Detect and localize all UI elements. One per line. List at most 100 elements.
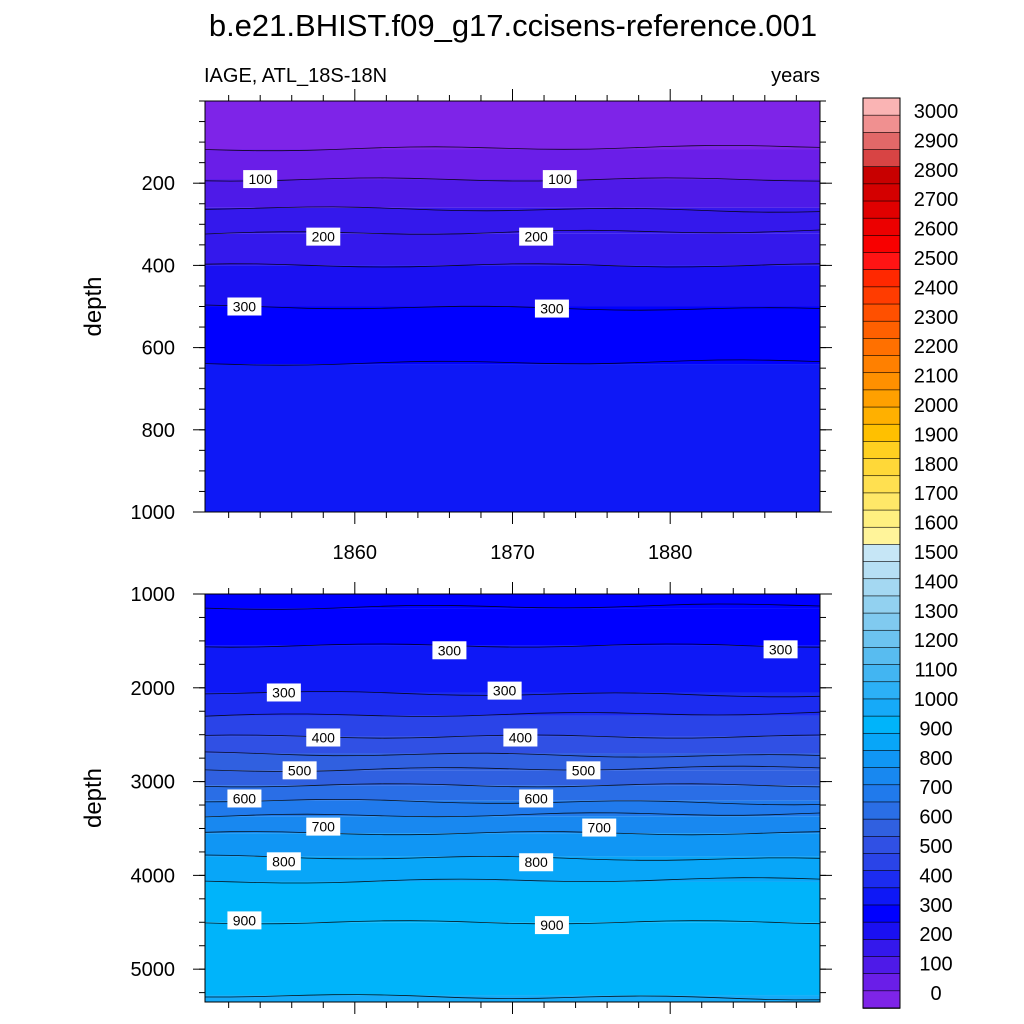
contour-band xyxy=(205,608,820,646)
contour-label: 300 xyxy=(493,683,517,699)
x-tick-label: 1880 xyxy=(648,542,693,564)
contour-label: 900 xyxy=(233,912,257,928)
colorbar-label: 2700 xyxy=(914,189,959,211)
colorbar-label: 600 xyxy=(919,807,952,829)
contour-label: 200 xyxy=(312,229,336,245)
colorbar-label: 2100 xyxy=(914,366,959,388)
contour-band xyxy=(205,594,820,609)
contour-label: 600 xyxy=(524,790,548,806)
y-tick-label: 5000 xyxy=(131,959,176,981)
colorbar-swatch xyxy=(862,801,901,820)
y-tick-label: 3000 xyxy=(131,772,176,794)
colorbar-swatch xyxy=(862,956,901,975)
colorbar-label: 800 xyxy=(919,748,952,770)
contour-line xyxy=(204,144,821,152)
y-tick-label: 1000 xyxy=(131,584,176,606)
contour-label: 100 xyxy=(249,171,273,187)
contour-band xyxy=(205,785,820,801)
colorbar-label: 100 xyxy=(919,954,952,976)
colorbar-label: 400 xyxy=(919,865,952,887)
colorbar-swatch xyxy=(862,921,901,941)
contour-label-box xyxy=(519,227,554,246)
contour-label-box xyxy=(306,227,341,246)
colorbar-swatch xyxy=(862,939,901,958)
contour-label: 300 xyxy=(540,301,564,317)
contour-band xyxy=(205,692,820,716)
contour-band xyxy=(205,770,820,786)
colorbar-swatch xyxy=(862,544,901,563)
y-tick-label: 400 xyxy=(142,255,175,277)
colorbar-swatch xyxy=(862,303,901,323)
contour-label-box xyxy=(566,761,601,780)
colorbar-swatch xyxy=(862,423,901,443)
y-tick-label: 200 xyxy=(142,173,175,195)
contour-label: 300 xyxy=(272,684,296,700)
contour-line xyxy=(204,177,821,182)
contour-label-box xyxy=(519,853,554,872)
colorbar-label: 2800 xyxy=(914,160,959,182)
colorbar-label: 2300 xyxy=(914,307,959,329)
colorbar-swatch xyxy=(862,818,901,838)
contour-label-box xyxy=(227,911,262,930)
colorbar-swatch xyxy=(862,235,901,254)
colorbar-label: 3000 xyxy=(914,101,959,123)
colorbar-label: 1900 xyxy=(914,424,959,446)
y-axis-label: depth xyxy=(80,768,107,828)
colorbar-swatch xyxy=(862,492,901,511)
colorbar-swatch xyxy=(862,853,901,872)
panel1-right-label: years xyxy=(771,65,820,87)
colorbar-swatch xyxy=(862,973,901,992)
contour-label-box xyxy=(432,641,467,660)
contour-band xyxy=(205,149,820,180)
colorbar-swatch xyxy=(862,595,901,614)
contour-band xyxy=(205,364,820,512)
contour-label: 700 xyxy=(588,820,612,836)
panel1-left-label: IAGE, ATL_18S-18N xyxy=(204,65,387,87)
contour-label: 500 xyxy=(572,762,596,778)
contour-line xyxy=(204,304,821,311)
panel-1: 100 100 200 200 300 300 200 400 600 800 1000 1860 18… xyxy=(80,89,832,564)
colorbar-swatch xyxy=(862,252,901,271)
colorbar-swatch xyxy=(862,458,901,477)
colorbar-swatch xyxy=(862,166,901,185)
contour-label-box xyxy=(306,817,341,836)
colorbar-swatch xyxy=(862,647,901,666)
y-tick-label: 600 xyxy=(142,338,175,360)
contour-label-box xyxy=(519,789,554,808)
colorbar-swatch xyxy=(862,578,901,597)
contour-label: 600 xyxy=(233,790,257,806)
contour-line xyxy=(204,751,821,758)
colorbar-swatch xyxy=(862,664,901,683)
contour-label-box xyxy=(487,681,522,700)
colorbar-label: 1100 xyxy=(914,660,957,682)
colorbar-swatch xyxy=(862,767,901,786)
colorbar-swatch xyxy=(862,97,901,116)
colorbar-swatch xyxy=(862,629,901,649)
colorbar-swatch xyxy=(862,750,901,769)
contour-label: 800 xyxy=(272,853,296,869)
colorbar-swatch xyxy=(862,681,901,700)
colorbar-swatch xyxy=(862,406,901,426)
contour-label: 800 xyxy=(524,854,548,870)
contour-band xyxy=(205,922,820,996)
colorbar-swatch xyxy=(862,269,901,288)
colorbar-frame xyxy=(862,97,901,1009)
colorbar-label: 2500 xyxy=(914,248,959,270)
colorbar-swatch xyxy=(862,338,901,357)
contour-line xyxy=(204,206,821,213)
colorbar-label: 300 xyxy=(919,895,952,917)
colorbar-label: 900 xyxy=(919,718,952,740)
colorbar-swatch xyxy=(862,887,901,906)
contour-band xyxy=(205,179,820,208)
colorbar-label: 500 xyxy=(919,836,952,858)
contour-label-box xyxy=(266,683,301,702)
contour-label: 400 xyxy=(509,730,533,746)
contour-label-box xyxy=(227,297,262,316)
contour-band xyxy=(205,800,820,817)
colorbar-swatch xyxy=(862,355,901,374)
contour-line xyxy=(204,877,821,884)
contour-line xyxy=(204,359,821,366)
contour-label-box xyxy=(534,299,569,318)
contour-line xyxy=(204,711,821,717)
contour-band xyxy=(205,207,820,234)
